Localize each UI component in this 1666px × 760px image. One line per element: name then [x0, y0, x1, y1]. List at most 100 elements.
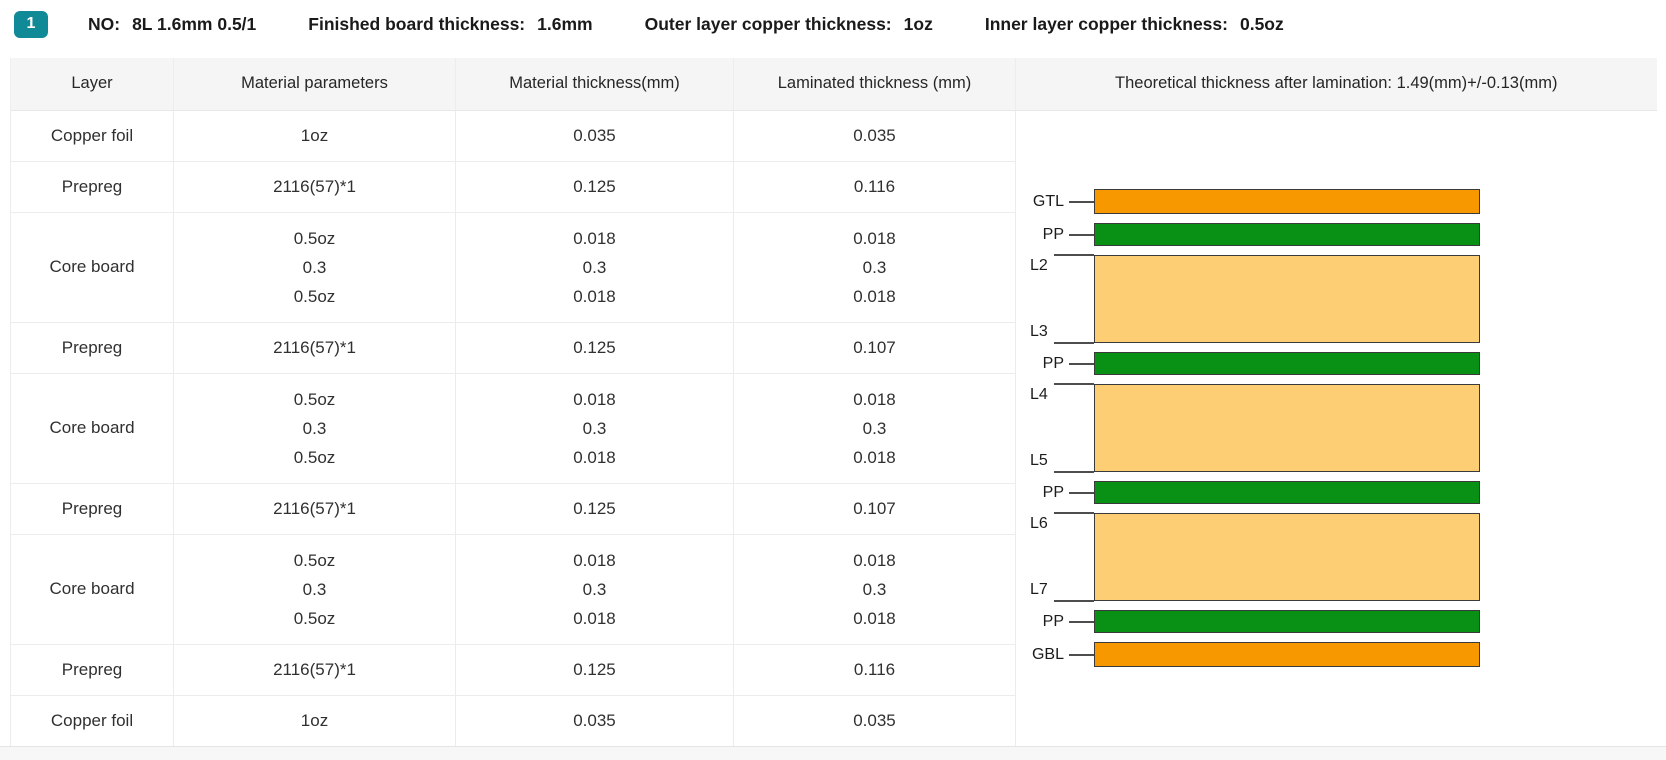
layer-label-l7: L7: [1030, 581, 1048, 599]
stack-layer-gbl: GBL: [1016, 642, 1657, 668]
table-row: Core board 0.5oz 0.3 0.5oz 0.018 0.3 0.0…: [10, 373, 1657, 484]
cell-line: 0.018: [853, 608, 896, 628]
leader-line: [1069, 200, 1094, 203]
prepreg-bar: [1094, 223, 1480, 247]
spec-outer-copper-value: 1oz: [903, 13, 933, 34]
cell-line: 0.3: [862, 579, 887, 599]
cell-material-params: 0.5oz 0.3 0.5oz: [173, 212, 456, 323]
cell-laminated-thickness: 0.018 0.3 0.018: [733, 212, 1016, 323]
column-header-laminated-thickness: Laminated thickness (mm): [733, 58, 1016, 111]
spec-inner-copper: Inner layer copper thickness: 0.5oz: [985, 14, 1284, 35]
stackup-table: Layer Material parameters Material thick…: [10, 58, 1657, 747]
table-row: Prepreg 2116(57)*1 0.125 0.116: [10, 644, 1657, 696]
table-header-row: Layer Material parameters Material thick…: [10, 58, 1657, 111]
layer-label-pp: PP: [1042, 483, 1064, 501]
table-row: Copper foil 1oz 0.035 0.035 GTL PP: [10, 110, 1657, 668]
cell-line: 0.018: [853, 389, 896, 409]
cell-line: 0.3: [582, 418, 607, 438]
column-header-theoretical-thickness: Theoretical thickness after lamination: …: [1015, 58, 1657, 111]
cell-material-thickness: 0.018 0.3 0.018: [455, 534, 734, 645]
leader-line: [1054, 342, 1094, 345]
spec-finished-thickness-label: Finished board thickness:: [308, 13, 526, 34]
cell-material-params: 2116(57)*1: [173, 483, 456, 535]
cell-line: 0.018: [853, 286, 896, 306]
leader-line: [1069, 491, 1094, 494]
cell-material-thickness: 0.035: [455, 110, 734, 162]
cell-layer: Core board: [10, 212, 174, 323]
row-number-badge: 1: [14, 10, 48, 38]
cell-line: 0.5oz: [293, 228, 336, 248]
layer-label-l2: L2: [1030, 257, 1048, 275]
leader-line: [1054, 254, 1094, 257]
copper-bar-bottom: [1094, 642, 1480, 668]
cell-line: 0.5oz: [293, 550, 336, 570]
spec-finished-thickness-value: 1.6mm: [537, 13, 593, 34]
prepreg-bar: [1094, 352, 1480, 376]
cell-line: 0.3: [302, 579, 327, 599]
cell-layer: Core board: [10, 373, 174, 484]
cell-line: 0.3: [582, 257, 607, 277]
layer-label-l5: L5: [1030, 452, 1048, 470]
cell-material-params: 1oz: [173, 695, 456, 747]
table-row: Prepreg 2116(57)*1 0.125 0.107: [10, 483, 1657, 535]
cell-material-thickness: 0.018 0.3 0.018: [455, 373, 734, 484]
cell-line: 0.3: [582, 579, 607, 599]
cell-line: 0.018: [573, 389, 616, 409]
cell-layer: Copper foil: [10, 110, 174, 162]
table-row: Core board 0.5oz 0.3 0.5oz 0.018 0.3 0.0…: [10, 534, 1657, 645]
stack-layer-core-2: L4 L5: [1016, 383, 1657, 474]
cell-laminated-thickness: 0.018 0.3 0.018: [733, 534, 1016, 645]
cell-material-thickness: 0.125: [455, 322, 734, 374]
leader-line: [1069, 653, 1094, 656]
cell-material-params: 0.5oz 0.3 0.5oz: [173, 373, 456, 484]
cell-line: 0.018: [853, 447, 896, 467]
spec-no-label: NO:: [88, 13, 121, 34]
spec-outer-copper: Outer layer copper thickness: 1oz: [645, 14, 933, 35]
cell-laminated-thickness: 0.035: [733, 695, 1016, 747]
cell-line: 0.3: [862, 257, 887, 277]
core-bar: [1094, 513, 1480, 602]
leader-line: [1054, 471, 1094, 474]
cell-material-thickness: 0.018 0.3 0.018: [455, 212, 734, 323]
spec-inner-copper-label: Inner layer copper thickness:: [984, 13, 1228, 34]
cell-material-thickness: 0.125: [455, 644, 734, 696]
leader-line: [1069, 620, 1094, 623]
column-header-material-parameters: Material parameters: [173, 58, 456, 111]
stack-layer-pp-2: PP: [1016, 352, 1657, 376]
layer-label-pp: PP: [1042, 225, 1064, 243]
column-header-material-thickness: Material thickness(mm): [455, 58, 734, 111]
cell-material-params: 2116(57)*1: [173, 322, 456, 374]
layer-label-gtl: GTL: [1032, 192, 1064, 210]
cell-layer: Copper foil: [10, 695, 174, 747]
layer-label-pp: PP: [1042, 612, 1064, 630]
core-bar: [1094, 384, 1480, 473]
leader-line: [1054, 512, 1094, 515]
leader-line: [1054, 383, 1094, 386]
cell-line: 0.5oz: [293, 286, 336, 306]
table-row: Core board 0.5oz 0.3 0.5oz 0.018 0.3 0.0…: [10, 212, 1657, 323]
cell-layer: Prepreg: [10, 483, 174, 535]
cell-line: 0.018: [853, 550, 896, 570]
cell-line: 0.018: [573, 608, 616, 628]
spec-summary: NO: 8L 1.6mm 0.5/1 Finished board thickne…: [88, 14, 1284, 35]
layer-label-l6: L6: [1030, 515, 1048, 533]
cell-line: 0.5oz: [293, 447, 336, 467]
stack-layer-pp-3: PP: [1016, 481, 1657, 505]
layer-label-l4: L4: [1030, 386, 1048, 404]
cell-line: 0.018: [573, 228, 616, 248]
layer-label-l3: L3: [1030, 323, 1048, 341]
cell-material-params: 2116(57)*1: [173, 161, 456, 213]
copper-bar-top: [1094, 189, 1480, 215]
table-row: Prepreg 2116(57)*1 0.125 0.107: [10, 322, 1657, 374]
cell-material-params: 1oz: [173, 110, 456, 162]
leader-line: [1069, 233, 1094, 236]
cell-material-thickness: 0.125: [455, 483, 734, 535]
prepreg-bar: [1094, 610, 1480, 634]
spec-outer-copper-label: Outer layer copper thickness:: [644, 13, 892, 34]
cell-line: 0.3: [862, 418, 887, 438]
column-header-layer: Layer: [10, 58, 174, 111]
page-footer-strip: [0, 745, 1666, 760]
cell-material-thickness: 0.035: [455, 695, 734, 747]
layer-label-gbl: GBL: [1031, 645, 1064, 663]
cell-line: 0.018: [573, 550, 616, 570]
